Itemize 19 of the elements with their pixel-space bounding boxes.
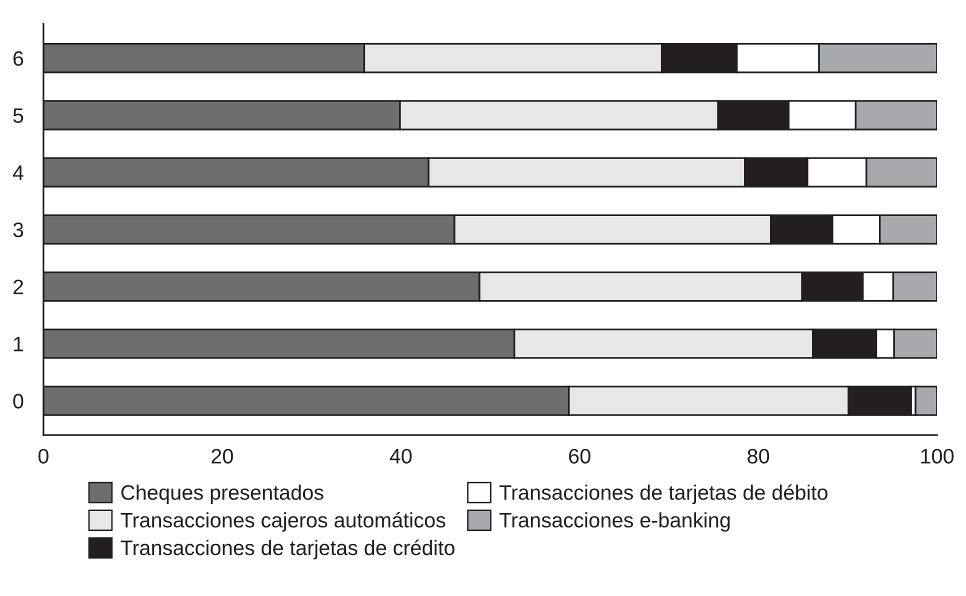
y-tick-label: 4 (12, 166, 24, 180)
x-tick-label: 80 (748, 448, 770, 464)
y-tick-label: 2 (13, 280, 23, 294)
x-tick-label: 100 (921, 448, 954, 464)
legend-label: Transacciones de tarjetas de crédito (120, 540, 454, 560)
legend-label: Cheques presentados (121, 484, 324, 504)
y-tick-label: 6 (14, 51, 24, 66)
y-tick-label: 1 (14, 336, 24, 352)
bar (914, 386, 938, 416)
x-tick-label: 40 (390, 448, 412, 464)
y-tick-label: 5 (13, 108, 24, 123)
y-tick-label: 0 (13, 394, 24, 409)
legend-label: Transacciones de tarjetas de débito (500, 484, 828, 504)
x-tick-label: 60 (569, 448, 590, 464)
y-tick-label: 3 (13, 222, 24, 238)
legend-label: Transacciones cajeros automáticos (120, 512, 446, 532)
x-tick-label: 0 (38, 448, 48, 464)
legend-label: Transacciones e-banking (500, 512, 730, 532)
x-tick-label: 20 (212, 448, 233, 464)
